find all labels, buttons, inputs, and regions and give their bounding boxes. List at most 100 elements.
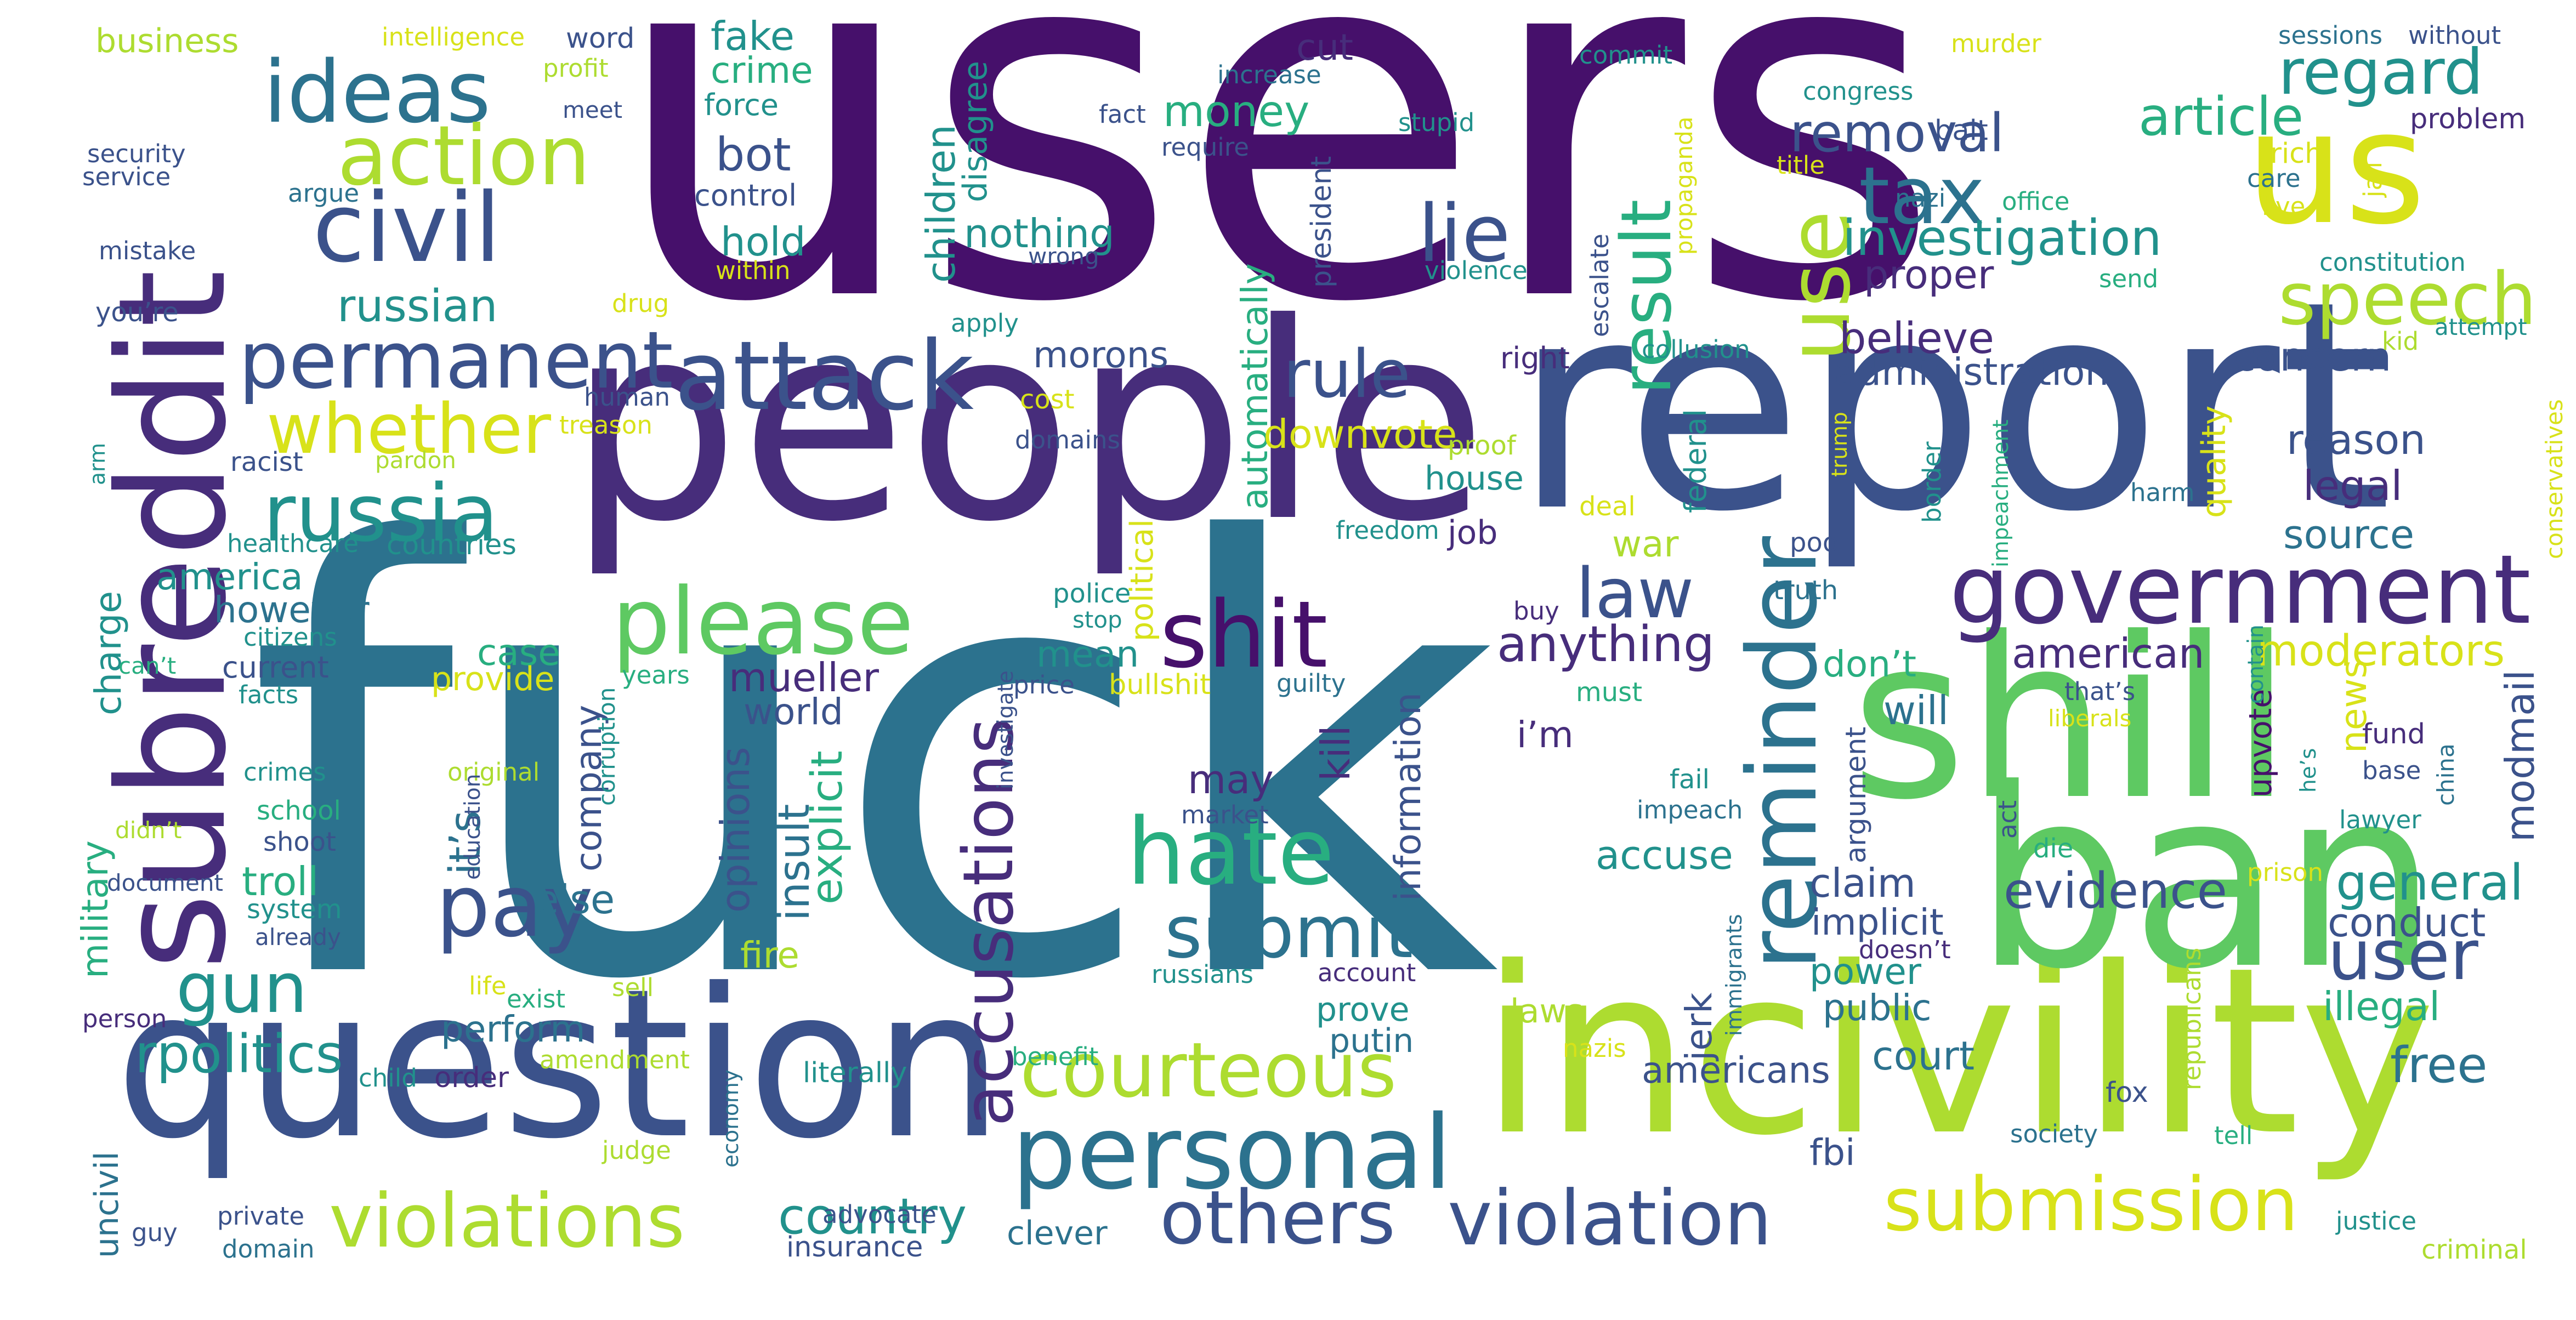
word-claim: claim: [1809, 860, 1916, 906]
word-society: society: [2010, 1119, 2098, 1148]
word-literally: literally: [803, 1057, 907, 1089]
word-tax: tax: [1859, 150, 1985, 242]
word-police: police: [1053, 578, 1131, 609]
word-money: money: [1163, 87, 1310, 136]
word-fbi: fbi: [1809, 1131, 1856, 1174]
word-must: must: [1576, 677, 1643, 708]
word-deal: deal: [1579, 491, 1636, 522]
word-order: order: [434, 1062, 509, 1094]
word-ideas: ideas: [263, 42, 491, 142]
word-free: free: [2390, 1037, 2488, 1094]
word-fail: fail: [1670, 764, 1710, 795]
word-service: service: [82, 162, 171, 191]
word-right: right: [1500, 341, 1570, 375]
word-nazi: nazi: [1895, 184, 1946, 213]
word-arm: arm: [86, 442, 110, 485]
word-disagree: disagree: [956, 60, 995, 202]
word-violations: violations: [329, 1178, 685, 1264]
word-regard: regard: [2278, 36, 2483, 109]
word-americans: americans: [1642, 1049, 1830, 1091]
word-violation: violation: [1448, 1174, 1772, 1262]
word-us: us: [2245, 77, 2426, 259]
word-people: people: [568, 265, 1488, 581]
word-speech: speech: [2278, 257, 2537, 342]
word-guilty: guilty: [1276, 669, 1346, 698]
word-user: user: [2328, 915, 2478, 995]
word-public: public: [1823, 987, 1932, 1029]
word-believe: believe: [1839, 314, 1994, 363]
word-children: children: [918, 124, 964, 283]
word-live: live: [2262, 192, 2306, 221]
word-fox: fox: [2106, 1077, 2148, 1109]
word-amendment: amendment: [540, 1045, 690, 1074]
word-american: american: [2012, 629, 2205, 678]
word-provide: provide: [431, 660, 555, 698]
word-downvote: downvote: [1263, 411, 1457, 457]
word-advocate: advocate: [822, 1200, 937, 1229]
word-word: word: [566, 22, 635, 55]
word-die: die: [2033, 833, 2074, 864]
word-base: base: [2362, 756, 2421, 785]
word-impeachment: impeachment: [1989, 419, 2013, 567]
word-tell: tell: [2214, 1121, 2253, 1150]
word-private: private: [217, 1202, 305, 1231]
word-nazis: nazis: [1563, 1034, 1626, 1063]
word-person: person: [82, 1004, 167, 1033]
word-laws: laws: [1510, 992, 1584, 1031]
word-benefit: benefit: [1012, 1042, 1099, 1071]
word-fire: fire: [740, 934, 799, 976]
word-modmail: modmail: [2497, 669, 2543, 842]
word-military: military: [74, 840, 116, 978]
word-border: border: [1917, 441, 1947, 523]
word-removal: removal: [1790, 103, 2004, 164]
word-current: current: [222, 650, 329, 685]
word-jerk: jerk: [1678, 992, 1720, 1061]
word-title: title: [1777, 151, 1825, 180]
word-domains: domains: [1015, 425, 1120, 454]
word-poor: poor: [1790, 527, 1849, 558]
word-job: job: [1448, 514, 1498, 552]
word-didn-t: didn’t: [115, 817, 182, 844]
word-action: action: [337, 109, 591, 204]
word-question: question: [115, 945, 1004, 1184]
word-source: source: [2283, 511, 2415, 557]
word-users: users: [609, 0, 1942, 410]
word-rule: rule: [1283, 337, 1411, 413]
word-submission: submission: [1883, 1162, 2299, 1248]
word-mean: mean: [1036, 633, 1139, 675]
word-apply: apply: [951, 309, 1019, 338]
word-doesn-t: doesn’t: [1859, 935, 1951, 964]
word-education: education: [461, 773, 485, 880]
word-school: school: [257, 795, 341, 826]
word-treason: treason: [559, 411, 652, 440]
word-morons: morons: [1033, 334, 1168, 376]
word-kid: kid: [2382, 327, 2419, 356]
word-price: price: [1013, 670, 1075, 699]
word-contain: contain: [2244, 624, 2268, 704]
word-drug: drug: [612, 289, 669, 318]
word-law: law: [1576, 553, 1694, 634]
word-country: country: [778, 1188, 967, 1245]
word-citizens: citizens: [243, 623, 337, 652]
word-others: others: [1160, 1175, 1395, 1261]
word-government: government: [1949, 534, 2531, 646]
word-explicit: explicit: [803, 750, 852, 904]
word-countries: countries: [387, 529, 517, 561]
word-automatically: automatically: [1234, 263, 1276, 510]
word-cost: cost: [1020, 384, 1075, 415]
word-exist: exist: [507, 985, 566, 1014]
word-cut: cut: [1296, 26, 1353, 69]
word-original: original: [447, 758, 540, 787]
word-uncivil: uncivil: [88, 1151, 126, 1258]
word-clever: clever: [1007, 1214, 1108, 1253]
word-russia: russia: [263, 467, 498, 559]
word-president: president: [1306, 156, 1338, 288]
word-please: please: [612, 568, 914, 675]
word-bot: bot: [716, 128, 791, 181]
word-case: case: [477, 631, 560, 674]
word-lie: lie: [1418, 187, 1511, 280]
word-system: system: [247, 894, 342, 925]
word-rpolitics: rpolitics: [135, 1023, 343, 1085]
word-gun: gun: [176, 948, 308, 1028]
word-require: require: [1161, 133, 1249, 162]
